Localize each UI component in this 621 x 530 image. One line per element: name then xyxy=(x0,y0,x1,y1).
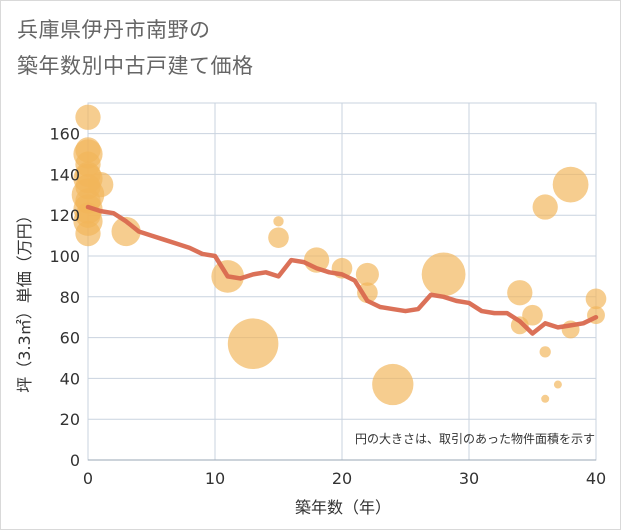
y-tick-label: 60 xyxy=(60,329,80,348)
bubble-point xyxy=(507,280,533,306)
x-tick-label: 20 xyxy=(332,469,352,488)
tick-labels: 0 20 40 60 80 100 120 140 160 0 10 20 30 40 xyxy=(49,125,606,488)
bubble-point xyxy=(553,380,562,389)
bubble-series xyxy=(71,104,607,406)
bubble-point xyxy=(273,216,284,227)
bubble-point xyxy=(227,318,279,370)
bubble-point xyxy=(75,104,101,130)
bubble-point xyxy=(355,262,379,286)
x-tick-label: 0 xyxy=(83,469,93,488)
y-tick-label: 80 xyxy=(60,288,80,307)
bubble-point xyxy=(421,252,466,297)
x-tick-label: 30 xyxy=(459,469,479,488)
bubble-point xyxy=(88,171,114,198)
x-axis-label: 築年数（年） xyxy=(295,498,391,517)
bubble-point xyxy=(357,282,378,304)
x-tick-label: 10 xyxy=(205,469,225,488)
bubble-point xyxy=(532,194,558,220)
bubble-point xyxy=(585,288,607,310)
y-tick-label: 120 xyxy=(49,206,80,225)
y-tick-label: 40 xyxy=(60,369,80,388)
bubble-point xyxy=(552,166,589,203)
bubble-point xyxy=(541,394,550,403)
chart-title: 兵庫県伊丹市南野の 築年数別中古戸建て価格 xyxy=(17,12,254,84)
bubble-point xyxy=(522,304,543,326)
bubble-point xyxy=(372,363,414,406)
trend-line xyxy=(85,204,599,336)
y-tick-label: 140 xyxy=(49,165,80,184)
chart-title-line2: 築年数別中古戸建て価格 xyxy=(17,54,254,78)
y-tick-label: 100 xyxy=(49,247,80,266)
bubble-point xyxy=(539,346,551,358)
grid-lines xyxy=(87,102,597,461)
y-axis-label: 坪（3.3㎡）単価（万円） xyxy=(15,207,34,392)
size-note: 円の大きさは、取引のあった物件面積を示す xyxy=(355,431,595,446)
y-tick-label: 20 xyxy=(60,410,80,429)
x-tick-label: 40 xyxy=(586,469,606,488)
bubble-point xyxy=(111,216,141,247)
chart-title-line1: 兵庫県伊丹市南野の xyxy=(17,18,211,42)
y-tick-label: 0 xyxy=(70,451,80,470)
y-tick-label: 160 xyxy=(49,125,80,144)
bubble-point xyxy=(75,220,101,247)
bubble-point xyxy=(268,227,289,248)
trend-series xyxy=(85,204,599,336)
